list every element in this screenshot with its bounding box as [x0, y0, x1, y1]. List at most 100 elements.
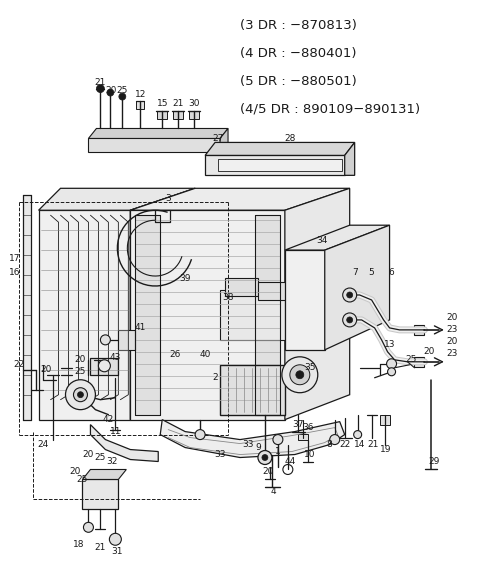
Polygon shape — [218, 159, 342, 171]
Circle shape — [100, 335, 110, 345]
Text: 17: 17 — [9, 254, 21, 263]
Circle shape — [273, 435, 283, 445]
Text: 11: 11 — [109, 427, 121, 436]
Text: 42: 42 — [103, 415, 114, 424]
Polygon shape — [285, 225, 390, 250]
Polygon shape — [88, 139, 220, 153]
Text: 28: 28 — [284, 134, 296, 143]
Text: 20: 20 — [106, 86, 117, 95]
Circle shape — [296, 371, 304, 378]
Polygon shape — [205, 156, 345, 176]
Polygon shape — [298, 433, 308, 439]
Polygon shape — [415, 325, 424, 335]
Text: 20: 20 — [424, 347, 435, 356]
Polygon shape — [90, 358, 119, 375]
Text: 31: 31 — [112, 547, 123, 556]
Polygon shape — [285, 188, 350, 419]
Circle shape — [330, 435, 340, 445]
Text: 21: 21 — [95, 543, 106, 552]
Polygon shape — [220, 290, 285, 340]
Text: 33: 33 — [242, 440, 254, 449]
Polygon shape — [119, 330, 135, 350]
Circle shape — [65, 380, 96, 410]
Circle shape — [386, 359, 396, 369]
Polygon shape — [220, 365, 285, 415]
Circle shape — [73, 388, 87, 402]
Text: 25: 25 — [75, 367, 86, 376]
Circle shape — [343, 288, 357, 302]
Text: 8: 8 — [327, 440, 333, 449]
Polygon shape — [415, 357, 424, 367]
Text: 41: 41 — [134, 324, 146, 332]
Circle shape — [347, 317, 353, 323]
Circle shape — [119, 93, 126, 100]
Polygon shape — [173, 111, 183, 119]
Polygon shape — [225, 278, 258, 296]
Polygon shape — [38, 188, 195, 210]
Polygon shape — [220, 129, 228, 153]
Text: 20: 20 — [83, 450, 94, 459]
Text: 7: 7 — [352, 267, 358, 277]
Text: 30: 30 — [188, 99, 200, 108]
Text: 29: 29 — [429, 457, 440, 466]
Polygon shape — [380, 415, 390, 425]
Text: 21: 21 — [367, 440, 378, 449]
Polygon shape — [189, 111, 199, 119]
Text: 36: 36 — [302, 423, 313, 432]
Polygon shape — [136, 101, 144, 109]
Text: 32: 32 — [107, 457, 118, 466]
Polygon shape — [130, 210, 285, 419]
Text: 13: 13 — [384, 340, 396, 349]
Text: 23: 23 — [447, 349, 458, 359]
Text: 20: 20 — [447, 338, 458, 346]
Text: 20: 20 — [70, 467, 81, 476]
Text: 40: 40 — [199, 350, 211, 359]
Polygon shape — [83, 480, 119, 510]
Circle shape — [107, 89, 114, 96]
Polygon shape — [23, 195, 31, 419]
Text: 4: 4 — [270, 487, 276, 496]
Polygon shape — [160, 419, 345, 457]
Text: 9: 9 — [255, 443, 261, 452]
Circle shape — [195, 429, 205, 439]
Circle shape — [347, 292, 353, 298]
Text: 1: 1 — [275, 447, 281, 456]
Circle shape — [77, 392, 84, 398]
Polygon shape — [130, 188, 350, 210]
Text: (4/5 DR : 890109−890131): (4/5 DR : 890109−890131) — [240, 102, 420, 116]
Text: (5 DR : −880501): (5 DR : −880501) — [240, 75, 357, 88]
Text: 14: 14 — [354, 440, 365, 449]
Text: 16: 16 — [9, 267, 21, 277]
Polygon shape — [38, 210, 130, 419]
Text: 18: 18 — [72, 540, 84, 549]
Text: 5: 5 — [369, 267, 374, 277]
Polygon shape — [258, 282, 291, 300]
Polygon shape — [135, 215, 160, 415]
Text: 3: 3 — [165, 194, 171, 203]
Circle shape — [258, 450, 272, 464]
Text: 10: 10 — [304, 450, 315, 459]
Text: 6: 6 — [389, 267, 395, 277]
Text: 35: 35 — [304, 363, 315, 372]
Circle shape — [354, 431, 361, 439]
Text: (3 DR : −870813): (3 DR : −870813) — [240, 19, 357, 32]
Text: (4 DR : −880401): (4 DR : −880401) — [240, 47, 357, 60]
Text: 20: 20 — [40, 365, 51, 374]
Text: 22: 22 — [13, 360, 24, 369]
Text: 38: 38 — [222, 294, 234, 302]
Text: 39: 39 — [180, 274, 191, 283]
Text: 2: 2 — [212, 373, 218, 382]
Circle shape — [98, 360, 110, 372]
Polygon shape — [345, 142, 355, 176]
Text: 44: 44 — [284, 457, 296, 466]
Circle shape — [84, 522, 94, 532]
Polygon shape — [255, 215, 280, 415]
Text: 19: 19 — [380, 445, 391, 454]
Polygon shape — [285, 250, 325, 350]
Text: 22: 22 — [339, 440, 350, 449]
Text: 33: 33 — [214, 450, 226, 459]
Text: 23: 23 — [447, 325, 458, 335]
Circle shape — [109, 534, 121, 545]
Text: 21: 21 — [172, 99, 184, 108]
Polygon shape — [325, 225, 390, 350]
